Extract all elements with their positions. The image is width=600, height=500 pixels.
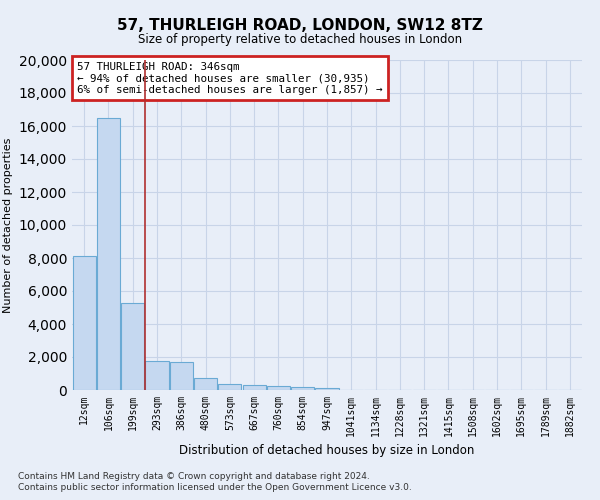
Bar	[218, 384, 241, 390]
Bar	[97, 118, 120, 390]
X-axis label: Distribution of detached houses by size in London: Distribution of detached houses by size …	[179, 444, 475, 458]
Text: 57, THURLEIGH ROAD, LONDON, SW12 8TZ: 57, THURLEIGH ROAD, LONDON, SW12 8TZ	[117, 18, 483, 32]
Bar	[316, 388, 338, 390]
Bar	[170, 362, 193, 390]
Text: Contains HM Land Registry data © Crown copyright and database right 2024.: Contains HM Land Registry data © Crown c…	[18, 472, 370, 481]
Bar	[121, 302, 144, 390]
Bar	[194, 378, 217, 390]
Bar	[73, 256, 95, 390]
Y-axis label: Number of detached properties: Number of detached properties	[3, 138, 13, 312]
Text: 57 THURLEIGH ROAD: 346sqm
← 94% of detached houses are smaller (30,935)
6% of se: 57 THURLEIGH ROAD: 346sqm ← 94% of detac…	[77, 62, 383, 95]
Text: Size of property relative to detached houses in London: Size of property relative to detached ho…	[138, 32, 462, 46]
Text: Contains public sector information licensed under the Open Government Licence v3: Contains public sector information licen…	[18, 483, 412, 492]
Bar	[145, 361, 169, 390]
Bar	[267, 386, 290, 390]
Bar	[291, 387, 314, 390]
Bar	[242, 385, 266, 390]
